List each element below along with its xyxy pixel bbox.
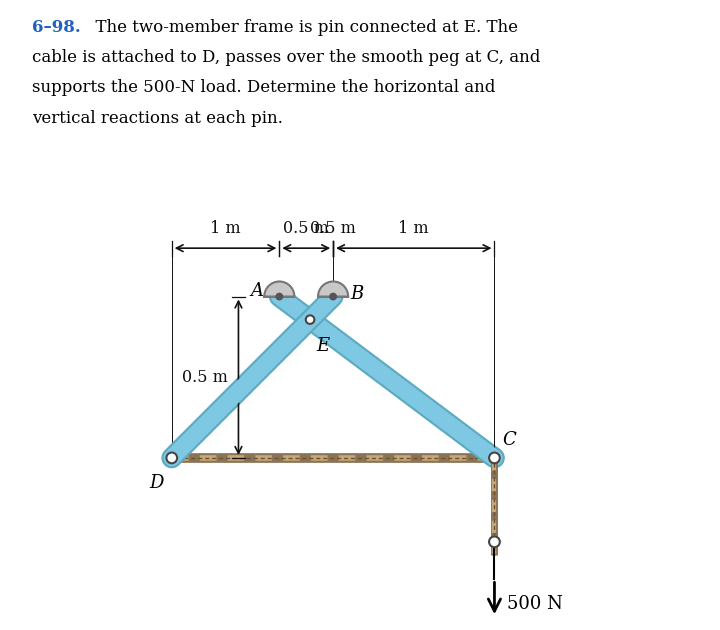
Wedge shape — [264, 282, 294, 297]
Circle shape — [306, 315, 315, 324]
Circle shape — [330, 294, 336, 300]
Text: The two-member frame is pin connected at E. The: The two-member frame is pin connected at… — [85, 19, 518, 36]
Circle shape — [166, 452, 177, 463]
Text: 6–98.: 6–98. — [32, 19, 81, 36]
Circle shape — [489, 536, 500, 547]
Circle shape — [276, 294, 282, 300]
Text: supports the 500-N load. Determine the horizontal and: supports the 500-N load. Determine the h… — [32, 79, 496, 96]
Text: 0.5 m: 0.5 m — [182, 369, 228, 386]
Text: cable is attached to D, passes over the smooth peg at C, and: cable is attached to D, passes over the … — [32, 49, 541, 66]
Text: vertical reactions at each pin.: vertical reactions at each pin. — [32, 110, 283, 127]
Text: 1 m: 1 m — [210, 220, 241, 238]
Text: 0.5 m: 0.5 m — [283, 220, 329, 238]
Wedge shape — [318, 282, 348, 297]
Text: 0.5 m: 0.5 m — [310, 220, 356, 238]
Text: 1 m: 1 m — [398, 220, 429, 238]
Text: 500 N: 500 N — [508, 595, 563, 613]
Text: C: C — [502, 432, 516, 449]
Circle shape — [489, 452, 500, 463]
Text: D: D — [149, 474, 163, 492]
Text: E: E — [317, 337, 330, 355]
Text: A: A — [250, 282, 264, 300]
Text: B: B — [351, 285, 364, 304]
